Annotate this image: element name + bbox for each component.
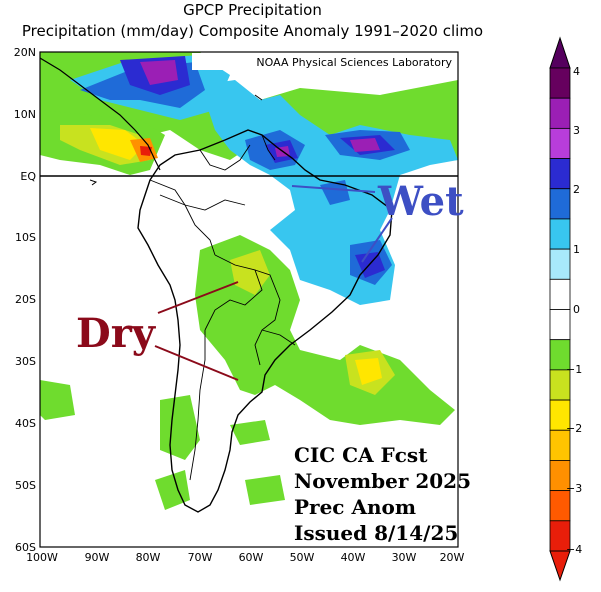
dry-label: Dry — [76, 310, 157, 357]
colorbar-cell — [549, 309, 571, 341]
galapagos-islands — [89, 179, 98, 186]
lon-label: 20W — [440, 551, 465, 564]
wet-pointer-line — [291, 185, 376, 193]
anomaly-area-green-offshore — [40, 380, 75, 420]
lon-label: 90W — [85, 551, 110, 564]
colorbar-cell — [549, 127, 571, 159]
anomaly-area-green-atlantic — [230, 420, 270, 445]
lat-label: 40S — [15, 417, 36, 430]
plot-frame — [39, 51, 459, 548]
colorbar-label: 4 — [573, 65, 580, 78]
south-america-coastline — [137, 129, 393, 513]
lat-label: 60S — [15, 541, 36, 554]
chart-subtitle: Precipitation (mm/day) Composite Anomaly… — [21, 22, 484, 40]
colorbar-label: 1 — [573, 243, 580, 256]
forecast-info: CIC CA Fcst November 2025 Prec Anom Issu… — [294, 443, 471, 545]
lon-label: 80W — [136, 551, 161, 564]
lon-label: 40W — [341, 551, 366, 564]
colorbar-cell — [549, 67, 571, 99]
wet-pointer-line — [361, 217, 393, 263]
country-borders — [149, 134, 296, 481]
longitude-labels: 100W 90W 80W 70W 60W 50W 40W 30W 20W — [26, 551, 464, 564]
lat-label: 20N — [14, 46, 36, 59]
chart-title: GPCP Precipitation — [183, 1, 322, 19]
lat-label: 20S — [15, 293, 36, 306]
colorbar-cell — [549, 218, 571, 250]
lon-label: 30W — [392, 551, 417, 564]
anomaly-area-green-far-south — [245, 475, 285, 505]
dry-pointer-line — [154, 345, 239, 381]
credit-text: NOAA Physical Sciences Laboratory — [256, 56, 452, 69]
colorbar-top-triangle — [549, 36, 571, 69]
colorbar-label: −1 — [566, 363, 582, 376]
colorbar-label: 2 — [573, 183, 580, 196]
colorbar-bottom-triangle — [549, 550, 571, 582]
colorbar-label: −4 — [566, 543, 582, 556]
lat-label: 50S — [15, 479, 36, 492]
credit-box — [192, 53, 457, 70]
colorbar-label: −2 — [566, 422, 582, 435]
colorbar-cell — [549, 97, 571, 129]
lon-label: 60W — [239, 551, 264, 564]
lat-label: 30S — [15, 355, 36, 368]
forecast-line-1: CIC CA Fcst — [294, 443, 428, 467]
anomaly-area-purple-2 — [350, 138, 380, 152]
anomaly-area-yellow-1 — [355, 358, 382, 385]
colorbar-cell — [549, 490, 571, 522]
colorbar-label: −3 — [566, 482, 582, 495]
lon-label: 100W — [26, 551, 58, 564]
colorbar-cell — [549, 278, 571, 310]
lon-label: 70W — [188, 551, 213, 564]
wet-label: Wet — [377, 178, 464, 225]
colorbar-cell — [549, 188, 571, 220]
lon-label: 50W — [290, 551, 315, 564]
colorbar-cell — [549, 158, 571, 190]
dry-pointer-line — [157, 281, 239, 314]
forecast-line-3: Prec Anom — [294, 495, 416, 519]
anomaly-area-green-south — [155, 470, 190, 510]
anomaly-area-purple-1 — [140, 60, 178, 85]
colorbar-label: 3 — [573, 124, 580, 137]
central-america-coastline — [40, 57, 161, 171]
anomaly-area-blue-5 — [320, 180, 350, 205]
lat-label: EQ — [20, 170, 36, 183]
lat-label: 10S — [15, 231, 36, 244]
colorbar-label: 0 — [573, 303, 580, 316]
latitude-labels: 20N 10N EQ 10S 20S 30S 40S 50S 60S — [14, 46, 37, 554]
colorbar-cell — [549, 248, 571, 280]
anomaly-area-yellow-2 — [90, 128, 145, 160]
forecast-line-4: Issued 8/14/25 — [294, 521, 458, 545]
colorbar: 4 3 2 1 0 −1 −2 −3 −4 — [549, 36, 582, 582]
lat-label: 10N — [14, 108, 36, 121]
forecast-line-2: November 2025 — [294, 469, 471, 493]
